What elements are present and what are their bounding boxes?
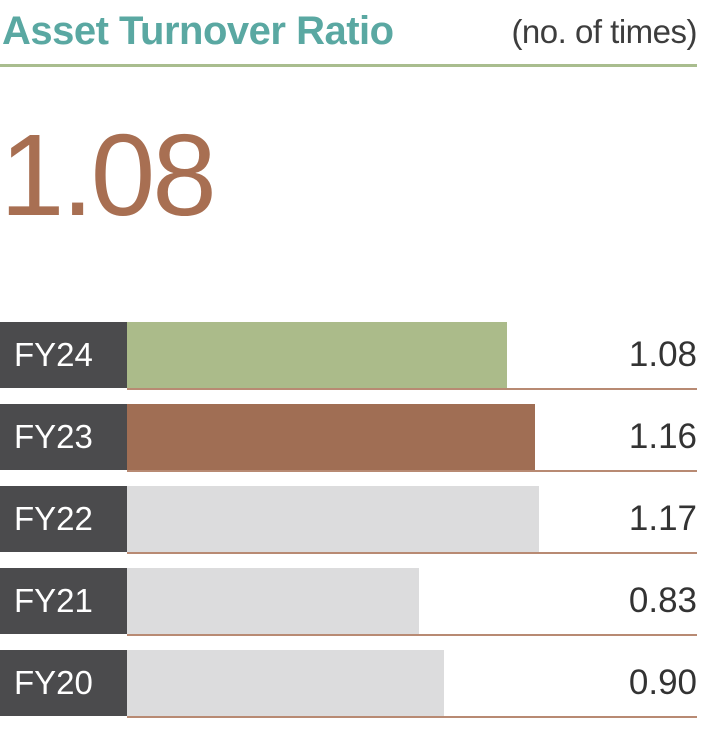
category-label: FY24 — [0, 322, 127, 388]
bar — [127, 486, 539, 552]
data-label: 0.83 — [628, 581, 697, 620]
unit-label: (no. of times) — [511, 13, 697, 50]
data-label: 1.17 — [628, 499, 697, 538]
bar — [127, 322, 507, 388]
bar-row-fy23: FY23 1.16 — [0, 404, 697, 472]
category-label: FY21 — [0, 568, 127, 634]
bar-row-fy21: FY21 0.83 — [0, 568, 697, 636]
header-rule — [0, 64, 697, 67]
bar-row-fy20: FY20 0.90 — [0, 650, 697, 718]
row-baseline — [127, 634, 697, 636]
chart-header: Asset Turnover Ratio (no. of times) — [0, 0, 697, 67]
data-label: 0.90 — [628, 663, 697, 702]
bar — [127, 404, 535, 470]
data-label: 1.16 — [628, 417, 697, 456]
bar — [127, 568, 419, 634]
category-label: FY23 — [0, 404, 127, 470]
row-baseline — [127, 388, 697, 390]
bar-chart: FY24 1.08 FY23 1.16 FY22 1.17 FY21 0.83 FY20 0.90 — [0, 322, 697, 722]
bar — [127, 650, 444, 716]
category-label: FY22 — [0, 486, 127, 552]
bar-row-fy22: FY22 1.17 — [0, 486, 697, 554]
category-label: FY20 — [0, 650, 127, 716]
chart-title: Asset Turnover Ratio — [2, 9, 394, 53]
row-baseline — [127, 552, 697, 554]
data-label: 1.08 — [628, 335, 697, 374]
bar-row-fy24: FY24 1.08 — [0, 322, 697, 390]
headline-value: 1.08 — [0, 110, 217, 240]
row-baseline — [127, 470, 697, 472]
row-baseline — [127, 716, 697, 718]
